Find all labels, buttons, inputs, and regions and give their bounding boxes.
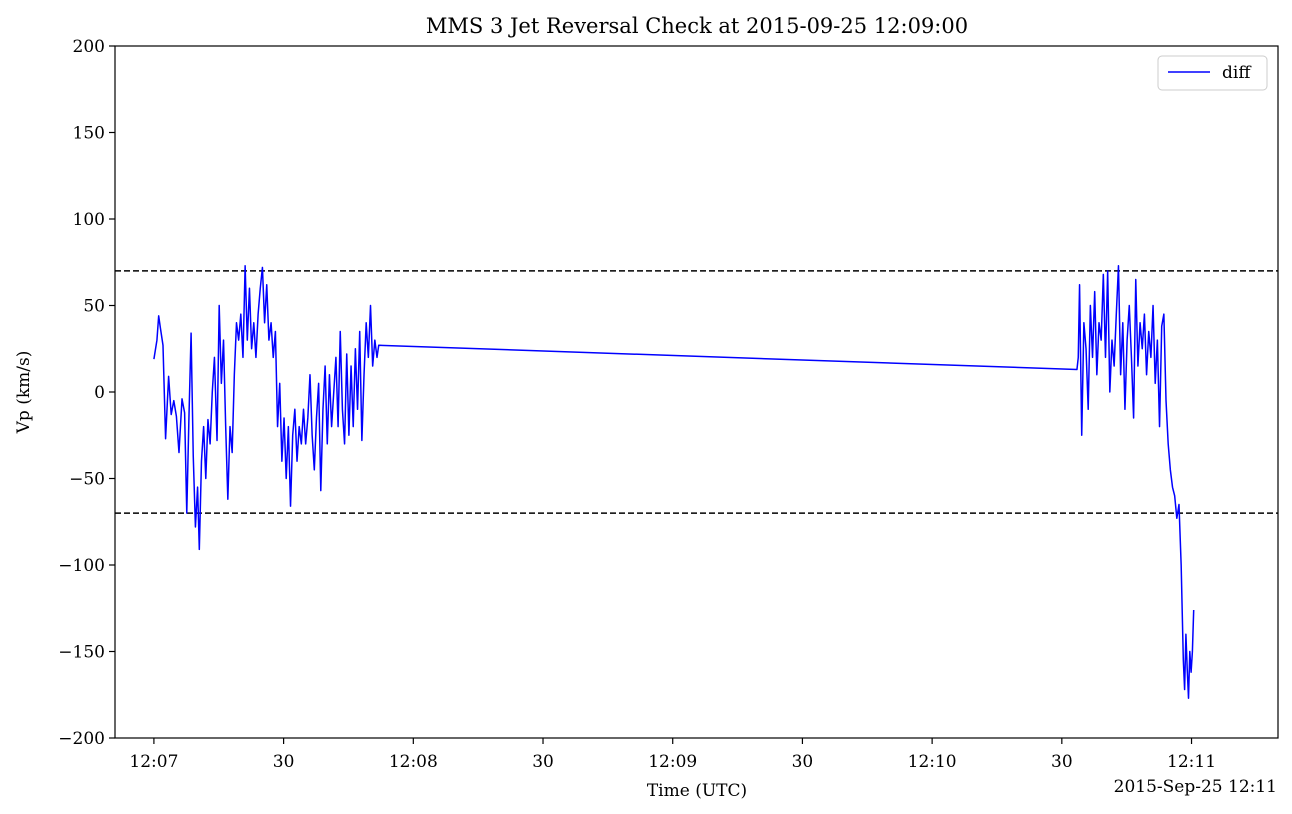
- x-axis-label: Time (UTC): [647, 781, 747, 801]
- x-tick-label: 12:10: [908, 752, 957, 772]
- y-tick-label: −100: [58, 556, 105, 576]
- x-tick-label: 12:08: [389, 752, 438, 772]
- date-offset-label: 2015-Sep-25 12:11: [1114, 777, 1277, 797]
- threshold-lines: [115, 270, 1278, 514]
- series-layer: [153, 264, 1195, 699]
- x-tick-label: 30: [273, 752, 295, 772]
- y-tick-label: 50: [83, 297, 105, 317]
- y-tick-label: −150: [58, 643, 105, 663]
- series-line-diff: [153, 264, 1195, 699]
- legend-label-diff: diff: [1222, 63, 1252, 83]
- legend-box: [1157, 55, 1268, 91]
- x-tick-label: 12:11: [1167, 752, 1216, 772]
- legend: diff: [1157, 55, 1268, 91]
- y-axis-label: Vp (km/s): [14, 351, 34, 435]
- x-tick-label: 30: [792, 752, 814, 772]
- y-axis: 200 150 100 50 0 −50 −100 −150 −200: [58, 37, 115, 749]
- plot-area-frame: [114, 45, 1279, 739]
- y-tick-label: 150: [73, 124, 105, 144]
- y-tick-label: 100: [73, 210, 105, 230]
- x-tick-label: 12:07: [129, 752, 178, 772]
- x-tick-label: 12:09: [648, 752, 697, 772]
- x-tick-label: 30: [1051, 752, 1073, 772]
- y-tick-label: 200: [73, 37, 105, 57]
- y-tick-label: −50: [69, 470, 105, 490]
- y-tick-label: −200: [58, 729, 105, 749]
- y-tick-label: 0: [94, 383, 105, 403]
- x-axis: 12:07 30 12:08 30 12:09 30 12:10 30 12:11: [129, 738, 1216, 772]
- x-tick-label: 30: [532, 752, 554, 772]
- chart-title: MMS 3 Jet Reversal Check at 2015-09-25 1…: [426, 14, 968, 38]
